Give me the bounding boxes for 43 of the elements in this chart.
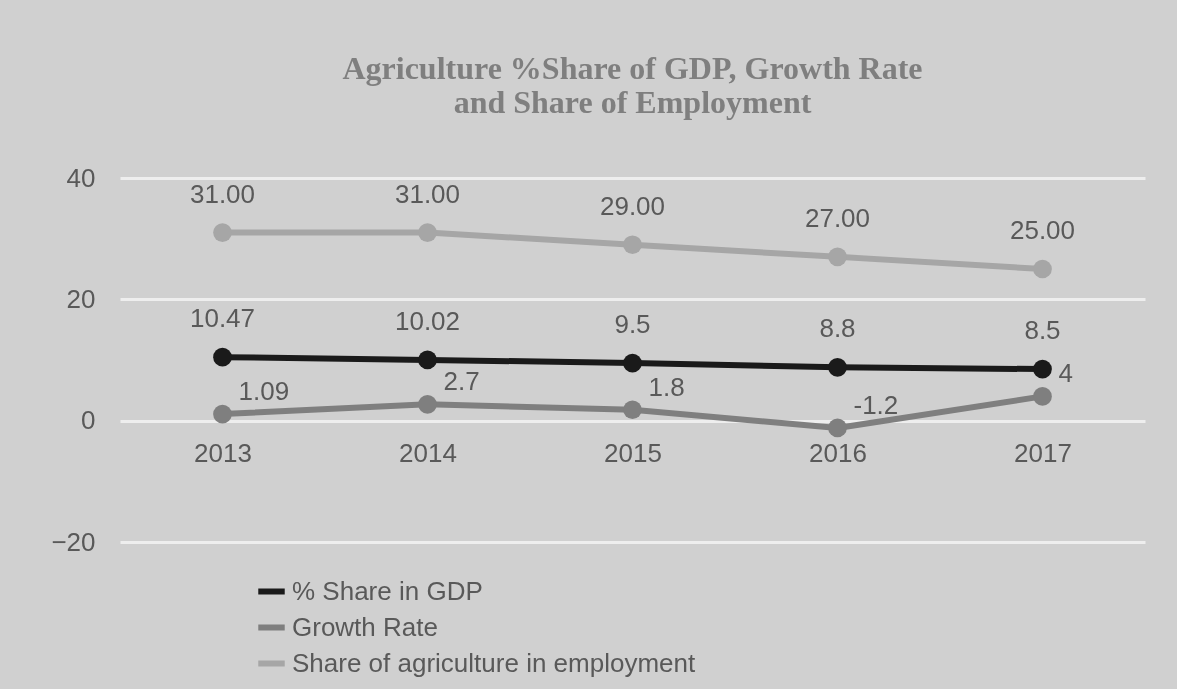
data-label: 9.5 xyxy=(614,309,651,340)
data-label: 10.47 xyxy=(189,303,256,334)
point xyxy=(418,350,437,370)
chart-title: Agriculture %Share of GDP, Growth Rate and Share of Employment xyxy=(342,50,923,120)
point xyxy=(1033,259,1052,279)
legend-label: Growth Rate xyxy=(292,611,438,642)
data-label: 29.00 xyxy=(599,190,666,221)
point xyxy=(418,223,437,242)
data-label: 8.5 xyxy=(1024,315,1061,346)
x-tick-label: 2016 xyxy=(809,438,867,469)
x-tick-label: 2014 xyxy=(399,438,457,469)
y-tick-label: 0 xyxy=(81,405,96,436)
data-label: 1.09 xyxy=(238,376,290,407)
y-tick-label: 40 xyxy=(66,162,96,193)
data-label: -1.2 xyxy=(853,389,899,420)
point xyxy=(623,400,642,420)
data-label: 1.8 xyxy=(648,371,685,402)
point xyxy=(623,235,642,255)
point xyxy=(213,404,232,424)
data-label: 10.02 xyxy=(394,305,461,336)
point xyxy=(213,223,232,242)
x-tick-label: 2015 xyxy=(604,438,662,469)
point xyxy=(828,247,847,267)
point xyxy=(1033,387,1052,406)
y-tick-label: −20 xyxy=(51,526,96,557)
data-label: 27.00 xyxy=(804,202,871,233)
point xyxy=(213,347,232,367)
data-label: 31.00 xyxy=(189,178,256,209)
point xyxy=(623,353,642,373)
point xyxy=(1033,359,1052,379)
legend-label: Share of agriculture in employment xyxy=(292,647,696,678)
data-label: 4 xyxy=(1058,358,1073,389)
legend-label: % Share in GDP xyxy=(292,575,483,606)
data-label: 8.8 xyxy=(819,313,856,344)
x-tick-label: 2013 xyxy=(194,438,252,469)
data-label: 2.7 xyxy=(443,366,480,397)
y-tick-label: 20 xyxy=(66,283,96,314)
data-label: 31.00 xyxy=(394,178,461,209)
point xyxy=(418,394,437,414)
point xyxy=(828,418,847,438)
data-label: 25.00 xyxy=(1009,215,1076,245)
x-tick-label: 2017 xyxy=(1014,438,1072,469)
point xyxy=(828,357,847,377)
